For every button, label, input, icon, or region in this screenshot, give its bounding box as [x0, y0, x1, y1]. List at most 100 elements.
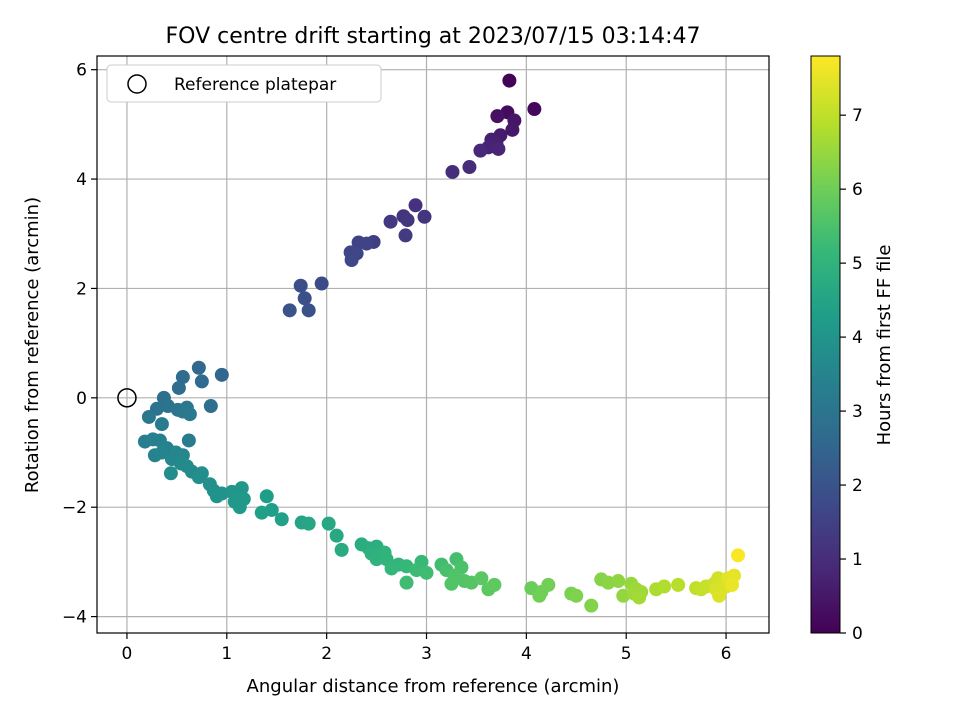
x-tick-label: 2	[321, 644, 332, 664]
data-point	[359, 236, 374, 251]
data-point	[541, 577, 556, 592]
data-point	[398, 228, 413, 243]
data-point	[616, 588, 631, 603]
data-point	[301, 516, 316, 531]
reference-platepar-marker	[117, 388, 137, 408]
data-point	[490, 109, 505, 124]
y-tick-label: 4	[76, 170, 87, 190]
data-point	[444, 576, 459, 591]
x-tick-label: 5	[621, 644, 632, 664]
colorbar-tick-label: 5	[852, 254, 863, 274]
data-point	[671, 577, 686, 592]
y-tick-label: 2	[76, 279, 87, 299]
plot-background	[97, 56, 769, 633]
data-point	[487, 577, 502, 592]
data-point	[194, 374, 209, 389]
colorbar-gradient	[810, 55, 841, 634]
colorbar-tick-label: 6	[852, 180, 863, 200]
plot-frame	[96, 55, 770, 634]
data-point	[175, 370, 190, 385]
data-point	[384, 561, 399, 576]
data-point	[445, 164, 460, 179]
data-point	[344, 253, 359, 268]
colorbar-tick-label: 2	[852, 476, 863, 496]
data-point	[334, 542, 349, 557]
data-point	[505, 122, 520, 137]
data-point	[400, 213, 415, 228]
data-point	[329, 528, 344, 543]
data-point	[141, 409, 156, 424]
x-tick-label: 6	[721, 644, 732, 664]
colorbar-tick-label: 7	[852, 106, 863, 126]
data-point	[491, 141, 506, 156]
data-point	[301, 303, 316, 318]
colorbar-tick-label: 1	[852, 550, 863, 570]
x-tick-label: 4	[521, 644, 532, 664]
data-point	[203, 399, 218, 414]
data-point	[417, 209, 432, 224]
data-point	[314, 276, 329, 291]
x-gridlines	[126, 56, 727, 633]
colorbar-label: Hours from first FF file	[874, 245, 895, 446]
data-point	[297, 291, 312, 306]
data-point	[462, 160, 477, 175]
y-axis-label: Rotation from reference (arcmin)	[22, 197, 43, 493]
data-point	[474, 571, 489, 586]
data-point	[532, 588, 547, 603]
data-point	[259, 489, 274, 504]
data-point	[419, 565, 434, 580]
plot-area	[96, 55, 770, 634]
data-point	[154, 417, 169, 432]
x-tick-label: 0	[122, 644, 133, 664]
data-point	[725, 577, 740, 592]
data-point	[232, 500, 247, 515]
legend-box	[106, 64, 382, 103]
data-point	[254, 505, 269, 520]
data-point	[502, 73, 517, 88]
data-point	[171, 380, 186, 395]
data-point	[408, 198, 423, 213]
data-point	[712, 588, 727, 603]
data-point	[527, 102, 542, 117]
colorbar: 0 1 2 3 4 5 6 7 Hours from first FF file	[810, 55, 895, 644]
data-point	[274, 512, 289, 527]
y-tick-label: 6	[76, 61, 87, 81]
chart-title: FOV centre drift starting at 2023/07/15 …	[166, 24, 701, 49]
data-point	[611, 574, 626, 589]
data-point	[569, 588, 584, 603]
x-axis-ticks: 0 1 2 3 4 5 6	[122, 633, 732, 664]
colorbar-tick-label: 4	[852, 328, 863, 348]
data-point	[584, 598, 599, 613]
data-point	[399, 575, 414, 590]
data-point	[731, 548, 746, 563]
legend-reference-icon	[127, 74, 147, 94]
data-point	[163, 466, 178, 481]
y-tick-label: −2	[62, 498, 87, 518]
colorbar-tick-label: 0	[852, 624, 863, 644]
data-point	[191, 470, 206, 485]
legend: Reference platepar	[106, 64, 382, 103]
y-tick-label: 0	[76, 389, 87, 409]
data-point	[657, 579, 672, 594]
y-axis-ticks: −4 −2 0 2 4 6	[62, 61, 97, 628]
y-tick-label: −4	[62, 608, 87, 628]
data-point	[209, 489, 224, 504]
data-point	[154, 445, 169, 460]
data-point	[369, 552, 384, 567]
x-axis-label: Angular distance from reference (arcmin)	[247, 676, 620, 697]
data-point	[181, 433, 196, 448]
data-point	[632, 590, 647, 605]
data-point	[282, 303, 297, 318]
data-point	[214, 367, 229, 382]
x-tick-label: 1	[221, 644, 232, 664]
x-tick-label: 3	[421, 644, 432, 664]
data-point	[321, 516, 336, 531]
data-point	[293, 278, 308, 293]
data-point	[383, 214, 398, 229]
data-point	[473, 143, 488, 158]
colorbar-tick-label: 3	[852, 402, 863, 422]
colorbar-ticks: 0 1 2 3 4 5 6 7	[840, 106, 863, 644]
data-points	[137, 73, 746, 613]
data-point	[191, 360, 206, 375]
data-point	[182, 407, 197, 422]
